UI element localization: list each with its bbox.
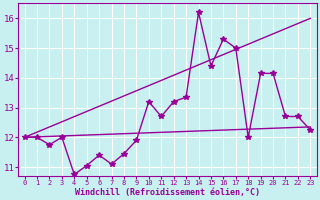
X-axis label: Windchill (Refroidissement éolien,°C): Windchill (Refroidissement éolien,°C) [75,188,260,197]
